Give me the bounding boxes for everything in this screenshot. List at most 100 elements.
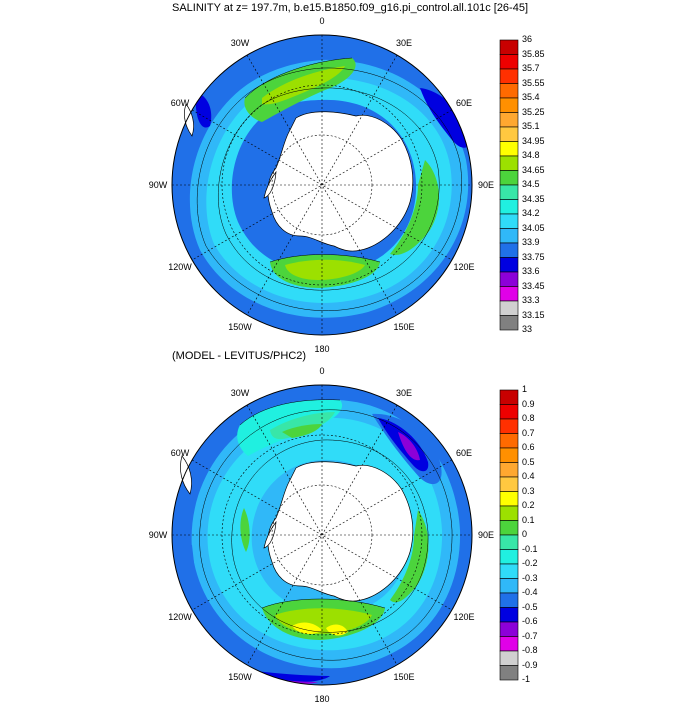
colorbar-label: 34.95 [522,135,545,146]
bottom-map-border [171,384,473,686]
colorbar-swatch [499,228,519,244]
longitude-label: 60W [170,98,190,108]
colorbar-swatch [499,54,519,70]
colorbar-swatch [499,213,519,229]
colorbar-swatch [499,578,519,594]
colorbar-swatch [499,476,519,492]
colorbar-label: 0.2 [522,500,535,510]
longitude-label: 150W [228,322,252,333]
colorbar-swatch [499,534,519,550]
colorbar-label: 35.7 [522,63,540,73]
colorbar-label: 33.3 [522,295,540,305]
colorbar-swatch [499,155,519,171]
colorbar-swatch [499,315,519,331]
bottom-colorbar [499,389,519,681]
colorbar-label: 34.5 [522,179,540,189]
longitude-label: 150E [393,672,415,683]
colorbar-label: -0.7 [522,630,538,641]
colorbar-label: 0 [522,529,528,539]
colorbar-label: 33.45 [522,280,545,291]
south-america-landmass-diff [180,455,192,495]
colorbar-label: 34.05 [522,222,545,233]
colorbar-label: 0.6 [522,442,535,452]
colorbar-label: -0.5 [522,601,538,612]
top-polar-map [171,34,473,336]
colorbar-swatch [499,141,519,157]
colorbar-label: 35.25 [522,106,545,117]
longitude-label: 180 [314,694,330,704]
colorbar-swatch [499,389,519,405]
colorbar-swatch [499,271,519,287]
longitude-label: 120W [168,262,192,272]
colorbar-swatch [499,68,519,84]
colorbar-swatch [499,607,519,623]
colorbar-label: 33.75 [522,251,545,262]
longitude-label: 30W [230,37,250,48]
colorbar-label: 35.1 [522,121,540,131]
longitude-label: 30E [395,387,413,398]
colorbar-swatch [499,563,519,579]
colorbar-label: 0.8 [522,413,535,423]
colorbar-label: -0.9 [522,659,538,670]
colorbar-label: -0.3 [522,572,538,583]
colorbar-swatch [499,242,519,258]
colorbar-label: 0.5 [522,456,535,467]
longitude-label: 30E [395,37,413,48]
longitude-label: 120E [453,262,475,272]
longitude-label: 180 [314,344,330,354]
longitude-label: 120W [168,612,192,622]
colorbar-label: -0.1 [522,543,538,554]
colorbar-swatch [499,286,519,302]
colorbar-label: 34.8 [522,150,540,160]
colorbar-label: 33.6 [522,266,540,276]
top-colorbar [499,39,519,331]
colorbar-swatch [499,636,519,652]
longitude-label: 30W [230,387,250,398]
colorbar-swatch [499,199,519,215]
bottom-graticule [172,385,472,685]
colorbar-label: 34.35 [522,193,545,204]
colorbar-label: 0.3 [522,485,535,496]
colorbar-label: 33.15 [522,309,545,320]
longitude-label: 90W [148,180,168,190]
colorbar-swatch [499,170,519,186]
antarctica-landmass-diff [267,461,414,602]
colorbar-label: 35.85 [522,48,545,59]
colorbar-swatch [499,433,519,449]
longitude-label: 90E [477,530,495,540]
longitude-label: 0 [319,16,325,26]
colorbar-swatch [499,491,519,507]
colorbar-swatch [499,126,519,142]
colorbar-swatch [499,520,519,536]
colorbar-label: 33 [522,324,533,334]
colorbar-swatch [499,505,519,521]
colorbar-label: -0.6 [522,616,538,626]
top-map-border [171,34,473,336]
colorbar-swatch [499,39,519,55]
colorbar-label: 0.1 [522,514,535,525]
antarctica-landmass [267,111,414,252]
bottom-polar-map [171,384,473,686]
colorbar-label: 0.9 [522,398,535,409]
colorbar-swatch [499,592,519,608]
colorbar-swatch [499,184,519,200]
colorbar-swatch [499,257,519,273]
colorbar-swatch [499,83,519,99]
colorbar-swatch [499,462,519,478]
colorbar-label: 34.65 [522,164,545,175]
colorbar-label: 35.55 [522,77,545,88]
colorbar-label: 34.2 [522,208,540,218]
colorbar-swatch [499,404,519,420]
colorbar-label: 35.4 [522,92,540,102]
longitude-label: 60E [456,98,473,108]
colorbar-swatch [499,621,519,637]
colorbar-swatch [499,549,519,565]
longitude-label: 90E [477,180,495,190]
colorbar-swatch [499,447,519,463]
longitude-label: 150W [228,672,252,683]
colorbar-swatch [499,300,519,316]
colorbar-swatch [499,650,519,666]
colorbar-label: -1 [522,674,531,684]
bottom-panel-title: (MODEL - LEVITUS/PHC2) [172,350,307,362]
